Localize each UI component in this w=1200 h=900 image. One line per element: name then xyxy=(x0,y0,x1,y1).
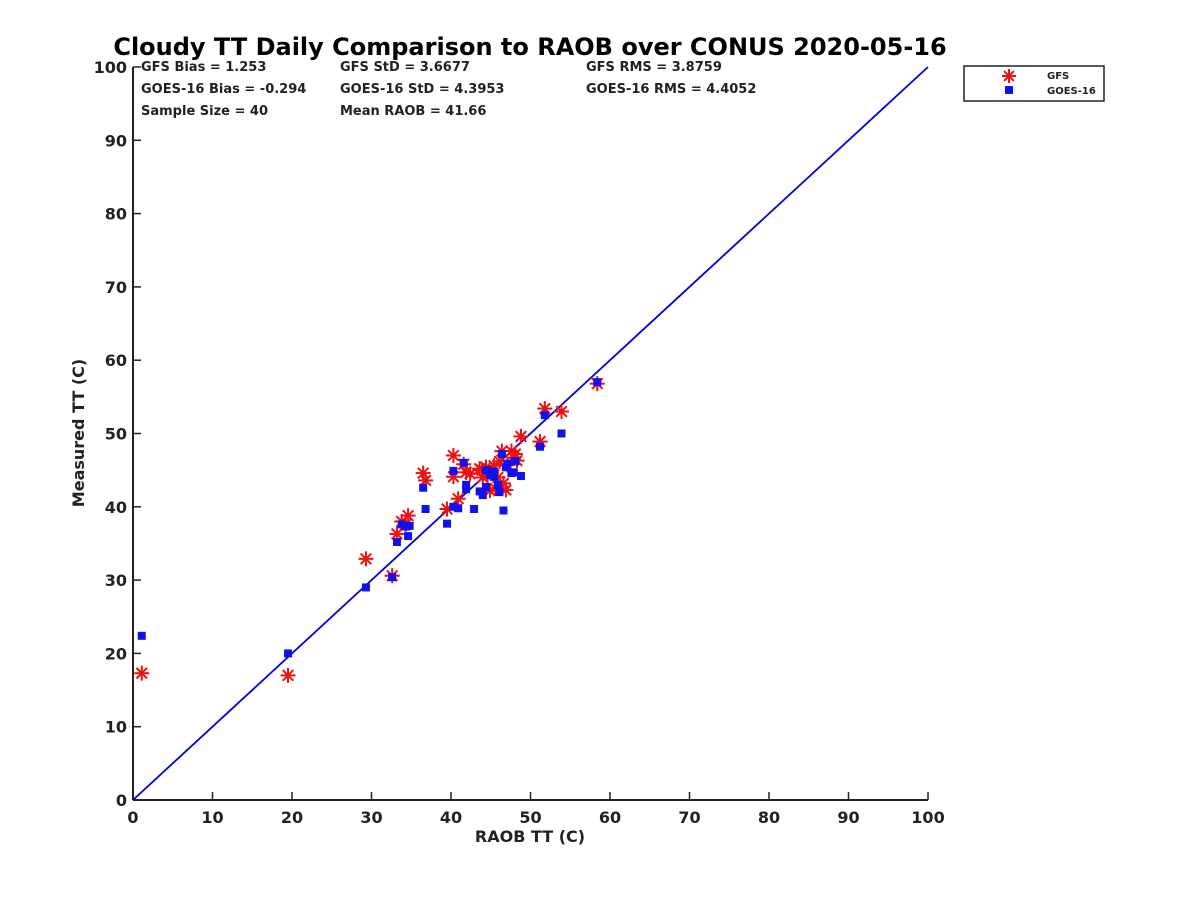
goes16-point xyxy=(388,573,397,582)
goes16-point xyxy=(489,467,498,476)
goes16-point xyxy=(497,450,506,459)
stat-text: GFS StD = 3.6677 xyxy=(340,60,470,75)
x-tick-label: 70 xyxy=(678,808,700,827)
goes16-point xyxy=(459,458,468,467)
goes16-point xyxy=(557,429,566,438)
gfs-point xyxy=(280,667,296,683)
goes16-point xyxy=(419,483,428,492)
stat-text: GOES-16 Bias = -0.294 xyxy=(141,82,306,97)
y-tick-label: 40 xyxy=(105,498,127,517)
x-tick-label: 30 xyxy=(360,808,382,827)
legend: GFS GOES-16 xyxy=(963,65,1105,102)
goes16-point xyxy=(284,649,293,658)
goes16-point xyxy=(443,519,452,528)
gfs-point xyxy=(513,428,529,444)
x-tick-label: 90 xyxy=(837,808,859,827)
goes16-point xyxy=(516,472,525,481)
goes16-point xyxy=(495,488,504,497)
legend-gfs-marker xyxy=(1002,69,1016,83)
goes16-point xyxy=(540,411,549,420)
legend-box xyxy=(963,65,1105,102)
y-tick-label: 20 xyxy=(105,644,127,663)
goes16-point xyxy=(449,466,458,475)
gfs-point xyxy=(400,508,416,524)
legend-gfs-label: GFS xyxy=(1047,71,1069,82)
goes16-point xyxy=(421,504,430,513)
goes16-point xyxy=(392,537,401,546)
y-tick-label: 70 xyxy=(105,278,127,297)
goes16-point xyxy=(499,506,508,515)
legend-goes16-label: GOES-16 xyxy=(1047,86,1096,97)
gfs-point xyxy=(445,447,461,463)
gfs-point xyxy=(358,551,374,567)
goes16-point xyxy=(489,472,498,481)
y-tick-label: 10 xyxy=(105,718,127,737)
goes16-point xyxy=(493,480,502,489)
y-tick-label: 90 xyxy=(105,131,127,150)
gfs-point xyxy=(415,465,431,481)
goes16-point xyxy=(404,532,413,541)
gfs-point xyxy=(554,404,570,420)
y-tick-label: 0 xyxy=(116,791,127,810)
x-tick-label: 80 xyxy=(758,808,780,827)
goes16-point xyxy=(454,504,463,513)
reference-line-group xyxy=(132,66,929,801)
goes16-point xyxy=(481,466,490,475)
goes16-point xyxy=(481,483,490,492)
axes: 0 10 20 30 40 50 60 70 80 90 100 0 10 20 30 40 50 60 70 80 9… xyxy=(94,58,945,827)
goes16-point xyxy=(462,480,471,489)
gfs-series xyxy=(134,376,605,683)
y-tick-label: 80 xyxy=(105,205,127,224)
stat-text: Mean RAOB = 41.66 xyxy=(340,104,486,119)
gfs-point xyxy=(450,491,466,507)
y-axis-label: Measured TT (C) xyxy=(69,359,88,507)
legend-goes16-marker xyxy=(1005,86,1013,94)
y-tick-label: 50 xyxy=(105,425,127,444)
x-tick-label: 20 xyxy=(281,808,303,827)
goes16-point xyxy=(536,442,545,451)
chart-title: Cloudy TT Daily Comparison to RAOB over … xyxy=(113,33,946,61)
goes16-point xyxy=(462,485,471,494)
one-to-one-line xyxy=(132,66,929,801)
stat-text: Sample Size = 40 xyxy=(141,104,268,119)
stat-text: GOES-16 StD = 4.3953 xyxy=(340,82,504,97)
x-tick-label: 100 xyxy=(911,808,944,827)
goes16-point xyxy=(593,378,602,387)
goes16-point xyxy=(137,631,146,640)
y-tick-label: 100 xyxy=(94,58,127,77)
stat-text: GFS RMS = 3.8759 xyxy=(586,60,722,75)
x-tick-label: 10 xyxy=(201,808,223,827)
goes16-point xyxy=(405,521,414,530)
goes16-point xyxy=(509,468,518,477)
goes16-series xyxy=(137,378,602,658)
goes16-point xyxy=(511,457,520,466)
gfs-point xyxy=(134,665,150,681)
stat-text: GOES-16 RMS = 4.4052 xyxy=(586,82,756,97)
goes16-point xyxy=(470,504,479,513)
stats-annotations: GFS Bias = 1.253 GFS StD = 3.6677 GFS RMS … xyxy=(141,60,756,119)
x-tick-label: 50 xyxy=(519,808,541,827)
goes16-point xyxy=(449,502,458,511)
goes16-point xyxy=(503,459,512,468)
y-tick-label: 60 xyxy=(105,351,127,370)
x-tick-label: 0 xyxy=(127,808,138,827)
x-tick-label: 40 xyxy=(440,808,462,827)
stat-text: GFS Bias = 1.253 xyxy=(141,60,266,75)
gfs-point xyxy=(503,443,519,459)
goes16-point xyxy=(478,491,487,500)
x-tick-label: 60 xyxy=(599,808,621,827)
x-axis-label: RAOB TT (C) xyxy=(475,827,585,846)
goes16-point xyxy=(361,583,370,592)
y-tick-label: 30 xyxy=(105,571,127,590)
